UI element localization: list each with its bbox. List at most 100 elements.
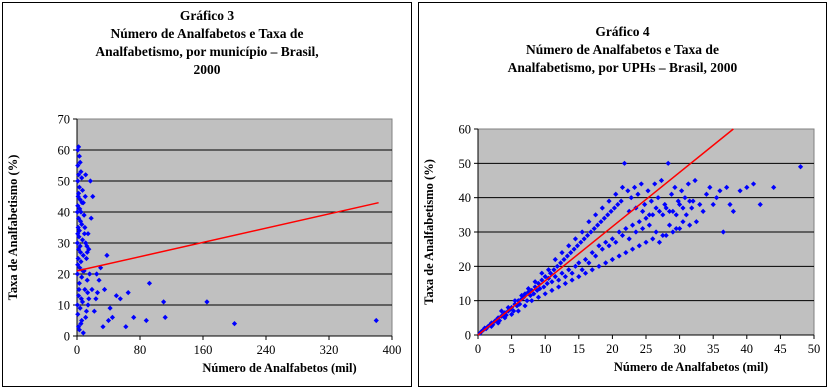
data-point: [75, 144, 82, 150]
data-point: [626, 236, 632, 242]
data-point: [631, 184, 638, 190]
data-point: [697, 201, 703, 208]
data-point: [605, 212, 611, 218]
data-point: [660, 232, 666, 239]
x-tick-label: 10: [539, 342, 552, 356]
data-point: [660, 212, 666, 218]
data-point: [727, 201, 733, 208]
data-point: [81, 212, 87, 218]
data-point: [613, 191, 619, 197]
data-point: [601, 215, 607, 221]
data-point: [75, 162, 81, 169]
chart-subtitle-line: Analfabetismo, por município – Brasil,: [95, 44, 319, 59]
y-tick-label: 60: [58, 144, 71, 158]
data-point: [680, 205, 686, 211]
data-point: [537, 286, 543, 292]
data-point: [682, 195, 688, 201]
data-point: [707, 184, 713, 190]
data-point: [673, 225, 679, 232]
data-point: [690, 198, 696, 204]
data-point: [515, 308, 521, 314]
data-point: [529, 298, 535, 304]
data-point: [87, 271, 93, 277]
data-point: [75, 178, 81, 184]
y-tick-label: 60: [459, 123, 472, 137]
data-point: [603, 239, 609, 245]
data-point: [545, 267, 552, 273]
y-tick-label: 10: [459, 294, 472, 308]
data-point: [100, 324, 106, 330]
data-point: [75, 311, 81, 317]
data-point: [668, 191, 675, 197]
data-point: [117, 296, 123, 302]
data-point: [78, 169, 84, 175]
data-point: [83, 308, 90, 314]
data-point: [677, 225, 683, 232]
scatter-plot: 0 10 20 30 40 50 60 70 0 80 160 240 320 400 Número de …: [6, 113, 401, 376]
y-axis-title: Taxa de Analfabetismo (%): [6, 155, 20, 301]
data-point: [757, 201, 763, 208]
data-point: [84, 243, 90, 249]
data-point: [509, 311, 515, 317]
data-point: [517, 301, 523, 307]
data-point: [79, 175, 85, 181]
data-point: [524, 298, 530, 304]
data-point: [656, 239, 663, 245]
data-point: [640, 225, 646, 232]
data-point: [75, 190, 82, 196]
data-point: [616, 253, 622, 259]
data-point: [74, 209, 80, 215]
y-tick-label: 70: [58, 113, 71, 127]
data-point: [730, 208, 736, 214]
x-tick-label: 320: [320, 343, 339, 357]
data-point: [86, 296, 92, 302]
data-point: [161, 299, 167, 305]
data-point: [96, 277, 102, 283]
data-point: [525, 286, 531, 292]
data-point: [79, 200, 85, 206]
scatter-plot: 0 10 20 30 40 50 60 0 5 10 15 20 25 30 35 40 45 50 Número …: [422, 123, 821, 375]
data-point: [724, 184, 730, 190]
y-tick-label: 40: [459, 191, 472, 205]
y-tick-label: 0: [465, 329, 471, 343]
y-tick-label: 0: [64, 330, 70, 344]
data-point: [588, 229, 594, 235]
data-point: [646, 222, 652, 228]
data-point: [76, 280, 82, 286]
data-point: [656, 208, 663, 214]
data-point: [78, 209, 84, 215]
data-point: [710, 201, 716, 208]
x-tick-label: 15: [573, 342, 586, 356]
y-tick-label: 10: [58, 299, 71, 313]
x-tick-label: 0: [475, 342, 481, 356]
data-point: [85, 290, 91, 296]
data-point: [79, 187, 86, 193]
data-point: [646, 212, 652, 218]
x-axis-title: Número de Analfabetos (mil): [614, 360, 768, 374]
data-point: [80, 330, 86, 336]
data-point: [125, 290, 131, 296]
data-point: [566, 267, 572, 273]
data-point: [78, 321, 84, 327]
data-point: [107, 305, 113, 311]
x-tick-label: 0: [74, 343, 80, 357]
chart-panel-3: Gráfico 3 Número de Analfabetos e Taxa d…: [2, 2, 412, 387]
chart-subtitle-line: 2000: [193, 62, 221, 77]
x-tick-label: 240: [257, 343, 276, 357]
data-point: [687, 222, 693, 228]
y-tick-label: 30: [58, 237, 71, 251]
data-point: [81, 231, 88, 237]
x-tick-label: 80: [134, 343, 147, 357]
data-point: [76, 234, 82, 240]
data-point: [571, 246, 577, 252]
data-point: [82, 224, 88, 231]
data-point: [78, 259, 84, 265]
x-tick-label: 50: [808, 342, 821, 356]
data-point: [561, 256, 567, 263]
chart-title: Gráfico 4: [595, 24, 650, 39]
data-point: [77, 206, 83, 212]
data-point: [586, 260, 592, 266]
data-point: [94, 290, 101, 296]
data-point: [693, 219, 699, 225]
data-point: [559, 270, 565, 276]
